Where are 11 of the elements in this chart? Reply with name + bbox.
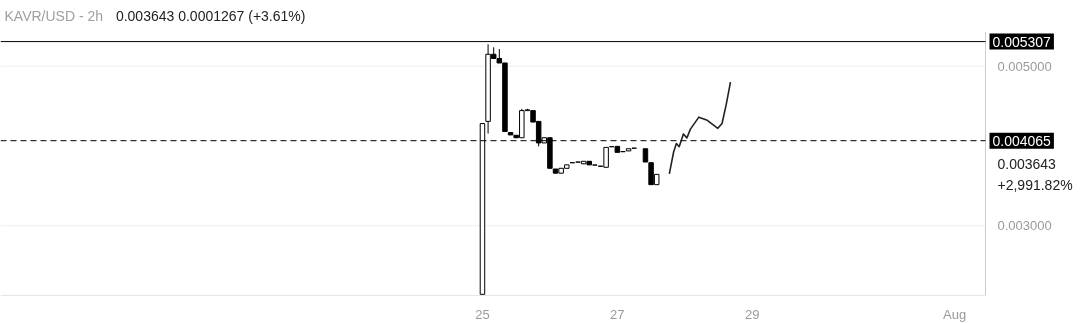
x-tick-label: 29	[745, 306, 760, 322]
chart-title: KAVR/USD - 2h	[4, 8, 104, 25]
x-tick-label: 27	[610, 306, 625, 322]
text: 0.003643 +2,991.82%	[997, 155, 1073, 193]
ref-line-label: 0.004065	[992, 132, 1052, 149]
y-tick-label: 0.005000	[997, 58, 1052, 74]
x-tick-label: 25	[475, 306, 490, 322]
ref-line-label: 0.005307	[992, 33, 1052, 50]
x-tick-label: Aug	[943, 306, 967, 322]
chart-subtitle: 0.003643 0.0001267 (+3.61%)	[115, 8, 306, 25]
y-tick-label: 0.003000	[997, 218, 1052, 234]
